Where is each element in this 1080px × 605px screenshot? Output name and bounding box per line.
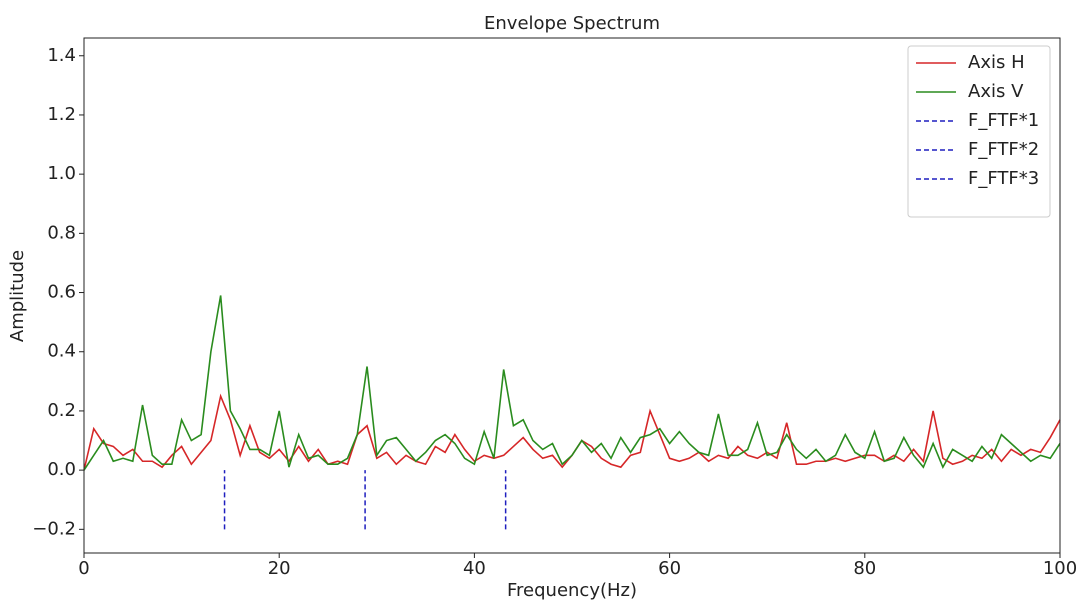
x-tick-label: 40: [463, 558, 486, 579]
x-tick-label: 0: [78, 558, 89, 579]
y-tick-label: 0.6: [47, 282, 76, 303]
legend-label: Axis H: [968, 52, 1025, 73]
y-tick-label: 1.4: [47, 45, 76, 66]
legend-box: [907, 45, 1051, 218]
x-tick-label: 60: [658, 558, 681, 579]
y-tick-label: 0.2: [47, 400, 76, 421]
legend-label: F_FTF*1: [968, 110, 1039, 131]
y-tick-label: 1.2: [47, 104, 76, 125]
legend-label: Axis V: [968, 81, 1024, 102]
y-axis-label: Amplitude: [7, 250, 28, 342]
y-tick-label: 0.4: [47, 341, 76, 362]
x-axis-label: Frequency(Hz): [507, 580, 637, 601]
plot-frame: [83, 37, 1061, 554]
y-tick-label: 0.8: [47, 222, 76, 243]
chart-title: Envelope Spectrum: [484, 13, 660, 34]
x-tick-label: 80: [853, 558, 876, 579]
legend-label: F_FTF*2: [968, 139, 1039, 160]
legend-label: F_FTF*3: [968, 168, 1039, 189]
y-tick-label: 0.0: [47, 459, 76, 480]
y-tick-label: 1.0: [47, 163, 76, 184]
x-tick-label: 100: [1043, 558, 1077, 579]
line-series: [83, 295, 1061, 471]
y-tick-label: −0.2: [32, 518, 76, 539]
x-tick-label: 20: [268, 558, 291, 579]
